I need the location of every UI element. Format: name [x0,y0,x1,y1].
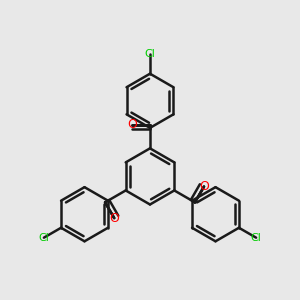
Text: Cl: Cl [38,233,49,243]
Text: O: O [199,180,209,193]
Text: Cl: Cl [145,49,155,59]
Text: O: O [127,118,137,131]
Text: Cl: Cl [251,233,262,243]
Text: O: O [109,212,119,225]
